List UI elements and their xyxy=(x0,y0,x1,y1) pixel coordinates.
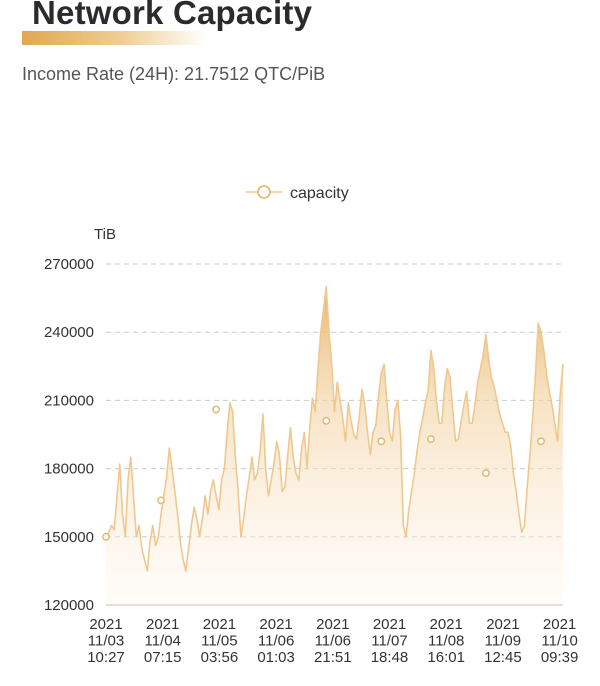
capacity-area xyxy=(106,286,563,605)
data-point xyxy=(322,416,331,425)
x-tick-label-year: 2021 xyxy=(486,616,519,633)
x-tick-label-year: 2021 xyxy=(259,616,292,633)
title-accent-underline xyxy=(22,31,207,45)
y-tick-label: 150000 xyxy=(44,529,94,546)
x-tick-label-time: 01:03 xyxy=(257,649,295,666)
capacity-line xyxy=(105,285,564,572)
capacity-chart: 270000 240000 210000 180000 150000 120000 TiB 2… xyxy=(0,170,600,686)
y-axis-label: TiB xyxy=(94,226,116,243)
x-tick-label-date: 11/08 xyxy=(428,633,464,650)
data-point xyxy=(157,496,165,505)
x-tick-label-year: 2021 xyxy=(543,616,576,633)
x-tick-label-time: 12:45 xyxy=(484,649,522,666)
income-rate-subtitle: Income Rate (24H): 21.7512 QTC/PiB xyxy=(22,64,326,84)
x-tick-label-year: 2021 xyxy=(89,616,122,633)
series-line xyxy=(105,285,564,572)
y-tick-label: 180000 xyxy=(44,461,94,478)
x-tick-label-date: 11/06 xyxy=(315,633,351,650)
data-points xyxy=(102,405,545,541)
area-fill xyxy=(106,286,563,605)
data-point xyxy=(482,469,490,478)
page-title: Network Capacity xyxy=(32,0,313,31)
x-tick-label-year: 2021 xyxy=(146,616,179,633)
x-tick-label-date: 11/07 xyxy=(371,633,407,650)
legend-label: capacity xyxy=(290,185,349,202)
x-tick-label-year: 2021 xyxy=(316,616,349,633)
data-point xyxy=(212,405,221,414)
x-tick-label-year: 2021 xyxy=(373,616,406,633)
legend: capacity xyxy=(246,185,349,202)
x-tick-label-time: 09:39 xyxy=(541,649,579,666)
y-tick-label: 210000 xyxy=(44,392,94,409)
x-tick-label-year: 2021 xyxy=(203,616,236,633)
x-tick-label-date: 11/04 xyxy=(144,633,180,650)
chart-svg: 270000 240000 210000 180000 150000 120000 TiB 2… xyxy=(44,185,578,666)
x-tick-label-date: 11/05 xyxy=(201,633,237,650)
y-tick-label: 270000 xyxy=(44,256,94,273)
x-tick-label-date: 11/03 xyxy=(88,633,124,650)
y-tick-label: 120000 xyxy=(44,597,94,614)
x-tick-label-time: 07:15 xyxy=(144,649,182,666)
x-tick-label-date: 11/06 xyxy=(258,633,294,650)
x-tick-label-time: 10:27 xyxy=(87,649,125,666)
x-tick-label-date: 11/09 xyxy=(485,633,521,650)
x-tick-label-time: 16:01 xyxy=(427,649,465,666)
axis-labels: 270000 240000 210000 180000 150000 120000 TiB 2… xyxy=(44,226,578,666)
data-point xyxy=(537,437,545,446)
x-tick-label-time: 03:56 xyxy=(201,649,239,666)
data-point xyxy=(102,532,110,541)
x-tick-label-year: 2021 xyxy=(430,616,463,633)
x-tick-label-time: 18:48 xyxy=(371,649,409,666)
circle-line-icon xyxy=(257,185,271,199)
x-tick-label-date: 11/10 xyxy=(541,633,577,650)
data-point xyxy=(377,437,386,446)
x-tick-label-time: 21:51 xyxy=(314,649,352,666)
data-point xyxy=(426,435,435,443)
y-tick-label: 240000 xyxy=(44,324,94,341)
